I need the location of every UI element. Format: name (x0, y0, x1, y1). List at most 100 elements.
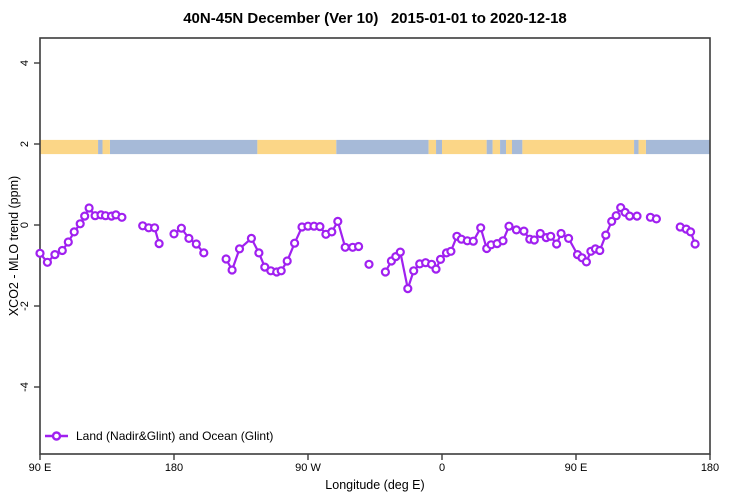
data-point-marker (327, 227, 337, 237)
y-tick-label: -2 (19, 301, 31, 311)
y-axis-label: XCO2 - MLO trend (ppm) (7, 175, 21, 317)
data-point-marker (395, 247, 405, 257)
map-strip-segment-land (257, 139, 337, 155)
map-strip-segment-land (506, 139, 513, 155)
data-point-marker (685, 227, 696, 237)
map-strip-segment-ocean (486, 139, 493, 155)
data-point-marker (651, 214, 662, 224)
data-point-marker (117, 212, 127, 222)
data-point-marker (551, 239, 562, 249)
data-point-marker (333, 216, 343, 226)
data-point-marker (80, 211, 90, 221)
data-point-marker (632, 211, 642, 221)
data-series (35, 203, 700, 294)
data-point-marker (154, 239, 164, 249)
data-point-marker (546, 231, 556, 241)
data-point-marker (191, 239, 201, 249)
data-point-marker (169, 229, 179, 239)
map-strip-segment-ocean (511, 139, 523, 155)
map-strip-segment-ocean (436, 139, 443, 155)
data-point-marker (511, 225, 522, 235)
data-point-marker (529, 235, 539, 245)
map-strip (40, 139, 710, 155)
map-strip-segment-land (522, 139, 635, 155)
map-strip-segment-land (442, 139, 487, 155)
map-strip-segment-ocean (336, 139, 429, 155)
data-point-marker (315, 222, 325, 232)
data-point-marker (595, 245, 605, 256)
x-axis-label: Longitude (deg E) (325, 478, 425, 492)
data-point-marker (69, 227, 79, 237)
map-strip-segment-land (102, 139, 110, 155)
chart-title: 40N-45N December (Ver 10) 2015-01-01 to … (183, 10, 567, 27)
data-point-marker (498, 236, 508, 246)
data-point-marker (364, 259, 374, 269)
data-point-marker (409, 266, 419, 276)
legend-marker-icon (51, 431, 62, 441)
y-axis-ticks: -4 -2 0 2 4 (19, 60, 40, 392)
x-tick-label: 90 E (29, 462, 52, 474)
map-strip-segment-ocean (500, 139, 507, 155)
data-point-marker (519, 226, 529, 236)
x-tick-label: 180 (165, 462, 183, 474)
legend-key (45, 431, 68, 441)
data-point-marker (504, 221, 514, 231)
data-point-marker (184, 233, 194, 243)
data-point-marker (435, 254, 446, 264)
data-point-marker (63, 237, 73, 247)
data-point-marker (234, 244, 245, 254)
data-point-marker (380, 267, 390, 277)
x-tick-label: 90 W (295, 462, 321, 474)
data-point-marker (611, 211, 621, 221)
data-point-marker (535, 228, 545, 239)
data-point-marker (42, 257, 53, 267)
data-point-marker (150, 223, 160, 233)
x-tick-label: 180 (701, 462, 719, 474)
map-strip-segment-ocean (634, 139, 639, 155)
data-point-marker (431, 264, 441, 274)
map-strip-segment-land (428, 139, 436, 155)
data-point-marker (290, 238, 300, 248)
data-point-marker (563, 233, 574, 243)
data-point-marker (246, 233, 256, 243)
y-tick-label: 0 (19, 222, 31, 228)
data-point-marker (84, 203, 94, 213)
data-point-marker (221, 254, 231, 264)
data-point-marker (176, 223, 186, 233)
data-point-marker (354, 241, 364, 252)
data-point-marker (75, 219, 85, 229)
data-point-marker (403, 284, 413, 294)
data-point-marker (35, 248, 45, 258)
map-strip-segment-land (492, 139, 501, 155)
data-point-marker (690, 239, 700, 249)
map-strip-segment-land (40, 139, 99, 155)
plot-border (39, 37, 711, 455)
data-point-marker (556, 228, 566, 239)
y-tick-label: -4 (19, 382, 31, 392)
data-point-marker (254, 248, 264, 258)
data-point-marker (624, 211, 635, 221)
legend-label: Land (Nadir&Glint) and Ocean (Glint) (76, 429, 274, 443)
x-tick-label: 90 E (565, 462, 588, 474)
map-strip-segment-land (638, 139, 646, 155)
data-point-marker (468, 236, 478, 246)
data-point-marker (476, 223, 486, 233)
data-point-marker (601, 230, 611, 240)
data-point-marker (50, 250, 60, 260)
data-point-marker (276, 266, 286, 276)
data-point-marker (340, 242, 350, 252)
data-point-marker (227, 265, 237, 275)
map-strip-segment-ocean (645, 139, 710, 155)
data-point-marker (199, 248, 209, 258)
map-strip-segment-ocean (98, 139, 103, 155)
data-point-marker (607, 216, 617, 226)
y-tick-label: 4 (19, 60, 31, 66)
map-strip-segment-ocean (109, 139, 258, 155)
y-tick-label: 2 (19, 141, 31, 147)
data-point-marker (57, 245, 67, 256)
data-point-marker (446, 246, 456, 256)
x-axis-ticks: 90 E 180 90 W 0 90 E 180 (29, 454, 719, 474)
data-point-marker (282, 256, 292, 266)
